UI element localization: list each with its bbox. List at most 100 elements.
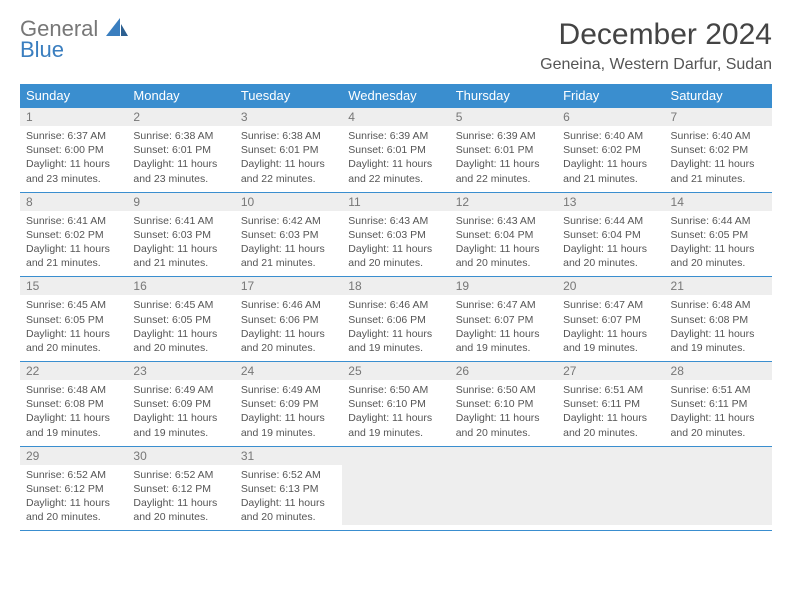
sunrise-line: Sunrise: 6:52 AM <box>133 469 213 481</box>
day-number: 21 <box>665 277 772 295</box>
sunrise-line: Sunrise: 6:48 AM <box>671 299 751 311</box>
sunrise-line: Sunrise: 6:41 AM <box>26 215 106 227</box>
day-number: 12 <box>450 193 557 211</box>
sunset-line: Sunset: 6:13 PM <box>241 483 319 495</box>
sunset-line: Sunset: 6:12 PM <box>133 483 211 495</box>
sunrise-line: Sunrise: 6:43 AM <box>348 215 428 227</box>
calendar-body: 1Sunrise: 6:37 AMSunset: 6:00 PMDaylight… <box>20 108 772 531</box>
daylight-line: Daylight: 11 hours and 21 minutes. <box>671 158 755 184</box>
sunset-line: Sunset: 6:01 PM <box>348 144 426 156</box>
calendar-table: SundayMondayTuesdayWednesdayThursdayFrid… <box>20 84 772 531</box>
sunrise-line: Sunrise: 6:40 AM <box>671 130 751 142</box>
daylight-line: Daylight: 11 hours and 19 minutes. <box>133 412 217 438</box>
weekday-header: Sunday <box>20 84 127 108</box>
sunrise-line: Sunrise: 6:38 AM <box>241 130 321 142</box>
sunrise-line: Sunrise: 6:39 AM <box>348 130 428 142</box>
weekday-header-row: SundayMondayTuesdayWednesdayThursdayFrid… <box>20 84 772 108</box>
daylight-line: Daylight: 11 hours and 20 minutes. <box>348 243 432 269</box>
day-cell: 27Sunrise: 6:51 AMSunset: 6:11 PMDayligh… <box>557 362 664 447</box>
day-cell <box>450 446 557 531</box>
week-row: 29Sunrise: 6:52 AMSunset: 6:12 PMDayligh… <box>20 446 772 531</box>
daylight-line: Daylight: 11 hours and 22 minutes. <box>348 158 432 184</box>
day-body: Sunrise: 6:50 AMSunset: 6:10 PMDaylight:… <box>450 380 557 446</box>
day-body: Sunrise: 6:51 AMSunset: 6:11 PMDaylight:… <box>557 380 664 446</box>
sunrise-line: Sunrise: 6:50 AM <box>348 384 428 396</box>
sunrise-line: Sunrise: 6:52 AM <box>26 469 106 481</box>
daylight-line: Daylight: 11 hours and 20 minutes. <box>456 243 540 269</box>
sunrise-line: Sunrise: 6:47 AM <box>563 299 643 311</box>
day-cell: 5Sunrise: 6:39 AMSunset: 6:01 PMDaylight… <box>450 108 557 193</box>
day-body: Sunrise: 6:43 AM Sunset: 6:03 PM Daylight:… <box>342 211 449 277</box>
sunset-line: Sunset: 6:02 PM <box>671 144 749 156</box>
day-body: Sunrise: 6:43 AMSunset: 6:04 PMDaylight:… <box>450 211 557 277</box>
day-number: 14 <box>665 193 772 211</box>
sunset-line: Sunset: 6:03 PM <box>348 229 426 241</box>
day-number: 27 <box>557 362 664 380</box>
day-cell: 16Sunrise: 6:45 AMSunset: 6:05 PMDayligh… <box>127 277 234 362</box>
daylight-line: Daylight: 11 hours and 22 minutes. <box>241 158 325 184</box>
day-cell: 1Sunrise: 6:37 AMSunset: 6:00 PMDaylight… <box>20 108 127 193</box>
daylight-line: Daylight: 11 hours and 20 minutes. <box>241 328 325 354</box>
month-title: December 2024 <box>540 18 772 52</box>
daylight-line: Daylight: 11 hours and 19 minutes. <box>456 328 540 354</box>
day-body: Sunrise: 6:52 AMSunset: 6:12 PMDaylight:… <box>127 465 234 531</box>
daylight-line: Daylight: 11 hours and 19 minutes. <box>348 412 432 438</box>
sunrise-line: Sunrise: 6:48 AM <box>26 384 106 396</box>
brand-logo: General Blue <box>20 18 128 61</box>
day-body: Sunrise: 6:41 AMSunset: 6:02 PMDaylight:… <box>20 211 127 277</box>
day-body: Sunrise: 6:47 AMSunset: 6:07 PMDaylight:… <box>450 295 557 361</box>
day-number: 15 <box>20 277 127 295</box>
daylight-line: Daylight: 11 hours and 21 minutes. <box>133 243 217 269</box>
day-cell: 17Sunrise: 6:46 AMSunset: 6:06 PMDayligh… <box>235 277 342 362</box>
daylight-line: Daylight: 11 hours and 21 minutes. <box>26 243 110 269</box>
sunrise-line: Sunrise: 6:40 AM <box>563 130 643 142</box>
day-number: 7 <box>665 108 772 126</box>
day-body: Sunrise: 6:39 AMSunset: 6:01 PMDaylight:… <box>450 126 557 192</box>
daylight-line: Daylight: 11 hours and 20 minutes. <box>671 412 755 438</box>
day-body: Sunrise: 6:40 AM Sunset: 6:02 PM Daylight:… <box>665 126 772 192</box>
sunrise-line: Sunrise: 6:45 AM <box>26 299 106 311</box>
day-cell <box>557 446 664 531</box>
day-number: 29 <box>20 447 127 465</box>
day-cell: 8Sunrise: 6:41 AMSunset: 6:02 PMDaylight… <box>20 192 127 277</box>
day-body: Sunrise: 6:47 AMSunset: 6:07 PMDaylight:… <box>557 295 664 361</box>
day-body <box>557 465 664 525</box>
sunrise-line: Sunrise: 6:45 AM <box>133 299 213 311</box>
daylight-line: Daylight: 11 hours and 21 minutes. <box>241 243 325 269</box>
sunset-line: Sunset: 6:01 PM <box>456 144 534 156</box>
day-cell: 10Sunrise: 6:42 AMSunset: 6:03 PMDayligh… <box>235 192 342 277</box>
day-number <box>450 447 557 465</box>
day-number: 26 <box>450 362 557 380</box>
day-body: Sunrise: 6:50 AM Sunset: 6:10 PM Daylight:… <box>342 380 449 446</box>
sunset-line: Sunset: 6:10 PM <box>348 398 426 410</box>
daylight-line: Daylight: 11 hours and 20 minutes. <box>671 243 755 269</box>
sunset-line: Sunset: 6:11 PM <box>671 398 748 410</box>
sunset-line: Sunset: 6:03 PM <box>133 229 211 241</box>
day-number: 1 <box>20 108 127 126</box>
day-body <box>665 465 772 525</box>
day-cell: 14Sunrise: 6:44 AMSunset: 6:05 PMDayligh… <box>665 192 772 277</box>
day-cell: 22Sunrise: 6:48 AMSunset: 6:08 PMDayligh… <box>20 362 127 447</box>
sunset-line: Sunset: 6:03 PM <box>241 229 319 241</box>
day-cell: 15Sunrise: 6:45 AMSunset: 6:05 PMDayligh… <box>20 277 127 362</box>
sunrise-line: Sunrise: 6:49 AM <box>133 384 213 396</box>
daylight-line: Daylight: 11 hours and 19 minutes. <box>26 412 110 438</box>
day-number: 19 <box>450 277 557 295</box>
sunset-line: Sunset: 6:05 PM <box>671 229 749 241</box>
day-body: Sunrise: 6:38 AM Sunset: 6:01 PM Daylight:… <box>235 126 342 192</box>
sunset-line: Sunset: 6:07 PM <box>563 314 641 326</box>
week-row: 1Sunrise: 6:37 AMSunset: 6:00 PMDaylight… <box>20 108 772 193</box>
day-number: 25 <box>342 362 449 380</box>
sunset-line: Sunset: 6:00 PM <box>26 144 104 156</box>
sunset-line: Sunset: 6:01 PM <box>241 144 319 156</box>
day-number <box>557 447 664 465</box>
day-cell: 13Sunrise: 6:44 AMSunset: 6:04 PMDayligh… <box>557 192 664 277</box>
day-body: Sunrise: 6:51 AMSunset: 6:11 PMDaylight:… <box>665 380 772 446</box>
weekday-header: Wednesday <box>342 84 449 108</box>
day-body: Sunrise: 6:52 AMSunset: 6:13 PMDaylight:… <box>235 465 342 531</box>
header: General Blue December 2024 Geneina, West… <box>20 18 772 74</box>
sunrise-line: Sunrise: 6:52 AM <box>241 469 321 481</box>
day-cell: 28Sunrise: 6:51 AMSunset: 6:11 PMDayligh… <box>665 362 772 447</box>
day-number: 16 <box>127 277 234 295</box>
day-number: 6 <box>557 108 664 126</box>
